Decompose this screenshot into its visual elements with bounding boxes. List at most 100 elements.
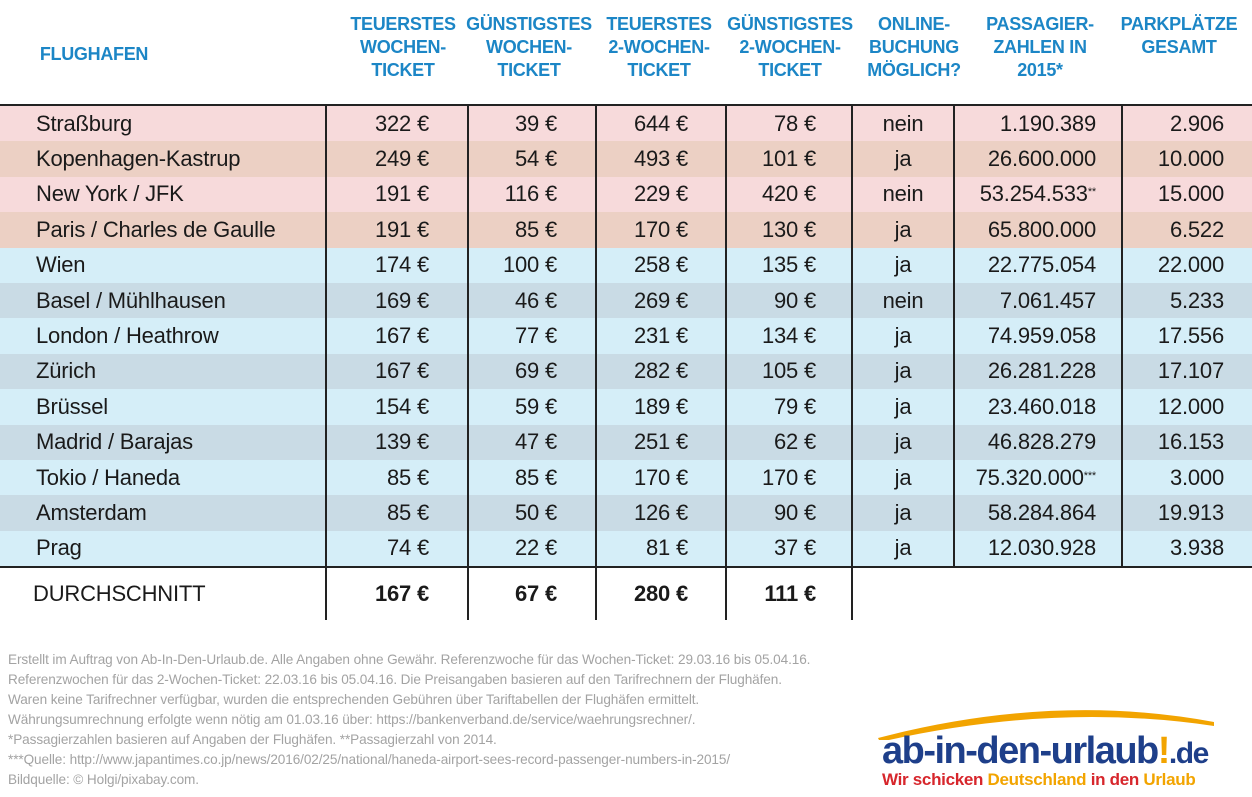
online-booking-value: ja	[894, 146, 912, 172]
two-week-ticket-min-value: 37 €	[773, 535, 816, 561]
two-week-ticket-max: 81 €	[595, 530, 726, 568]
week-ticket-min-value: 100 €	[502, 252, 557, 278]
footnote-line: Bildquelle: © Holgi/pixabay.com.	[8, 772, 199, 787]
header-airport-label: FLUGHAFEN	[39, 44, 149, 64]
table-row: London / Heathrow 167 € 77 € 231 € 134 € ja 74…	[0, 318, 1252, 354]
logo-tagline-part: Deutschland	[987, 770, 1087, 789]
passenger-count: 26.281.228	[953, 353, 1122, 390]
parking-total: 3.938	[1121, 530, 1252, 568]
header-col-4: GÜNSTIGSTES 2-WOCHEN- TICKET	[720, 13, 860, 117]
airport-name: Prag	[0, 531, 326, 567]
two-week-ticket-max: 251 €	[595, 424, 726, 460]
airport-name: Zürich	[0, 354, 326, 389]
online-booking: nein	[851, 176, 954, 213]
week-ticket-min-value: 47 €	[514, 429, 557, 455]
logo-wordmark-part: ab-in-den-urlaub	[882, 730, 1159, 772]
two-week-ticket-min: 62 €	[725, 424, 852, 460]
table-row: Amsterdam 85 € 50 € 126 € 90 € ja 58.284.864 19…	[0, 495, 1252, 531]
header-col-6: PASSAGIER- ZAHLEN IN 2015*	[972, 13, 1108, 117]
table-row: Wien 174 € 100 € 258 € 135 € ja 22.775.054 22.0…	[0, 247, 1252, 283]
header-col-3-line: TICKET	[627, 60, 691, 80]
two-week-ticket-min: 78 €	[725, 103, 852, 142]
parking-total: 15.000	[1121, 176, 1252, 213]
week-ticket-max-value: 191 €	[374, 181, 429, 207]
logo-swoosh-icon	[878, 710, 1214, 740]
header-col-1-line: TEUERSTES	[350, 14, 456, 34]
airport-name-value: New York / JFK	[36, 181, 184, 207]
two-week-ticket-min-value: 90 €	[773, 287, 816, 313]
week-ticket-max: 174 €	[325, 247, 468, 283]
two-week-ticket-max-value: 170 €	[633, 216, 688, 242]
airport-name-value: London / Heathrow	[36, 323, 219, 349]
week-ticket-min-value: 77 €	[514, 323, 557, 349]
parking-total: 17.107	[1121, 353, 1252, 390]
week-ticket-min: 47 €	[467, 424, 596, 460]
header-col-6-line: PASSAGIER-	[986, 14, 1094, 34]
parking-total-value: 3.000	[1169, 464, 1224, 490]
passenger-count-value: 65.800.000	[987, 216, 1096, 242]
airport-table-body: Straßburg 322 € 39 € 644 € 78 € nein 1.190.389…	[0, 103, 1252, 568]
average-row: DURCHSCHNITT 167 € 67 € 280 € 111 €	[0, 566, 1252, 621]
online-booking: ja	[851, 353, 954, 390]
two-week-ticket-min-value: 135 €	[761, 252, 816, 278]
passenger-count: 7.061.457	[953, 282, 1122, 319]
passenger-count-value: 75.320.000	[975, 464, 1084, 490]
two-week-ticket-max-value: 269 €	[633, 287, 688, 313]
logo-tagline: Wir schicken Deutschland in den Urlaub	[882, 770, 1196, 790]
week-ticket-max-value: 322 €	[374, 110, 429, 136]
airport-name-value: Zürich	[36, 358, 96, 384]
parking-total-value: 17.556	[1157, 323, 1224, 349]
average-week-min: 67 €	[467, 566, 596, 621]
average-empty-cell	[851, 566, 954, 621]
header-col-3-line: 2-WOCHEN-	[608, 37, 710, 57]
week-ticket-min-value: 46 €	[514, 287, 557, 313]
airport-name-value: Prag	[36, 535, 82, 561]
two-week-ticket-min-value: 79 €	[773, 393, 816, 419]
week-ticket-max: 74 €	[325, 530, 468, 568]
online-booking: ja	[851, 212, 954, 248]
parking-total: 22.000	[1121, 247, 1252, 283]
airport-name: Wien	[0, 248, 326, 283]
parking-total: 17.556	[1121, 318, 1252, 354]
header-col-5-line: MÖGLICH?	[867, 60, 961, 80]
header-col-3: TEUERSTES 2-WOCHEN- TICKET	[598, 13, 720, 117]
parking-total: 2.906	[1121, 103, 1252, 142]
online-booking-value: ja	[894, 464, 912, 490]
two-week-ticket-max: 258 €	[595, 247, 726, 283]
airport-name-value: Basel / Mühlhausen	[36, 287, 226, 313]
online-booking-value: ja	[894, 252, 912, 278]
parking-total: 12.000	[1121, 389, 1252, 425]
passenger-count: 65.800.000	[953, 212, 1122, 248]
passenger-count: 22.775.054	[953, 247, 1122, 283]
two-week-ticket-max-value: 126 €	[633, 499, 688, 525]
passenger-count: 74.959.058	[953, 318, 1122, 354]
online-booking-value: ja	[894, 535, 912, 561]
table-row: Kopenhagen-Kastrup 249 € 54 € 493 € 101 € ja 2…	[0, 141, 1252, 177]
online-booking-value: ja	[894, 216, 912, 242]
week-ticket-min-value: 85 €	[514, 464, 557, 490]
week-ticket-max-value: 139 €	[374, 429, 429, 455]
two-week-ticket-max: 644 €	[595, 103, 726, 142]
passenger-count-value: 23.460.018	[987, 393, 1096, 419]
header-col-4-line: TICKET	[758, 60, 822, 80]
week-ticket-max: 139 €	[325, 424, 468, 460]
week-ticket-min: 69 €	[467, 353, 596, 390]
passenger-count-value: 22.775.054	[987, 252, 1096, 278]
parking-total-value: 2.906	[1169, 110, 1224, 136]
online-booking: nein	[851, 103, 954, 142]
two-week-ticket-max: 229 €	[595, 176, 726, 213]
week-ticket-min-value: 50 €	[514, 499, 557, 525]
header-col-2: GÜNSTIGSTES WOCHEN- TICKET	[462, 13, 596, 117]
logo-wordmark-tld: .de	[1168, 737, 1209, 770]
parking-total-value: 5.233	[1169, 287, 1224, 313]
two-week-ticket-max: 189 €	[595, 389, 726, 425]
brand-logo: ab-in-den-urlaub!.de Wir schicken Deutsc…	[874, 700, 1252, 797]
two-week-ticket-max-value: 189 €	[633, 393, 688, 419]
two-week-ticket-min-value: 134 €	[761, 323, 816, 349]
airport-name-value: Madrid / Barajas	[36, 429, 193, 455]
passenger-footnote-marker: **	[1087, 186, 1096, 199]
airport-name-value: Wien	[36, 252, 86, 278]
week-ticket-min: 85 €	[467, 459, 596, 496]
online-booking: ja	[851, 424, 954, 460]
online-booking: ja	[851, 389, 954, 425]
